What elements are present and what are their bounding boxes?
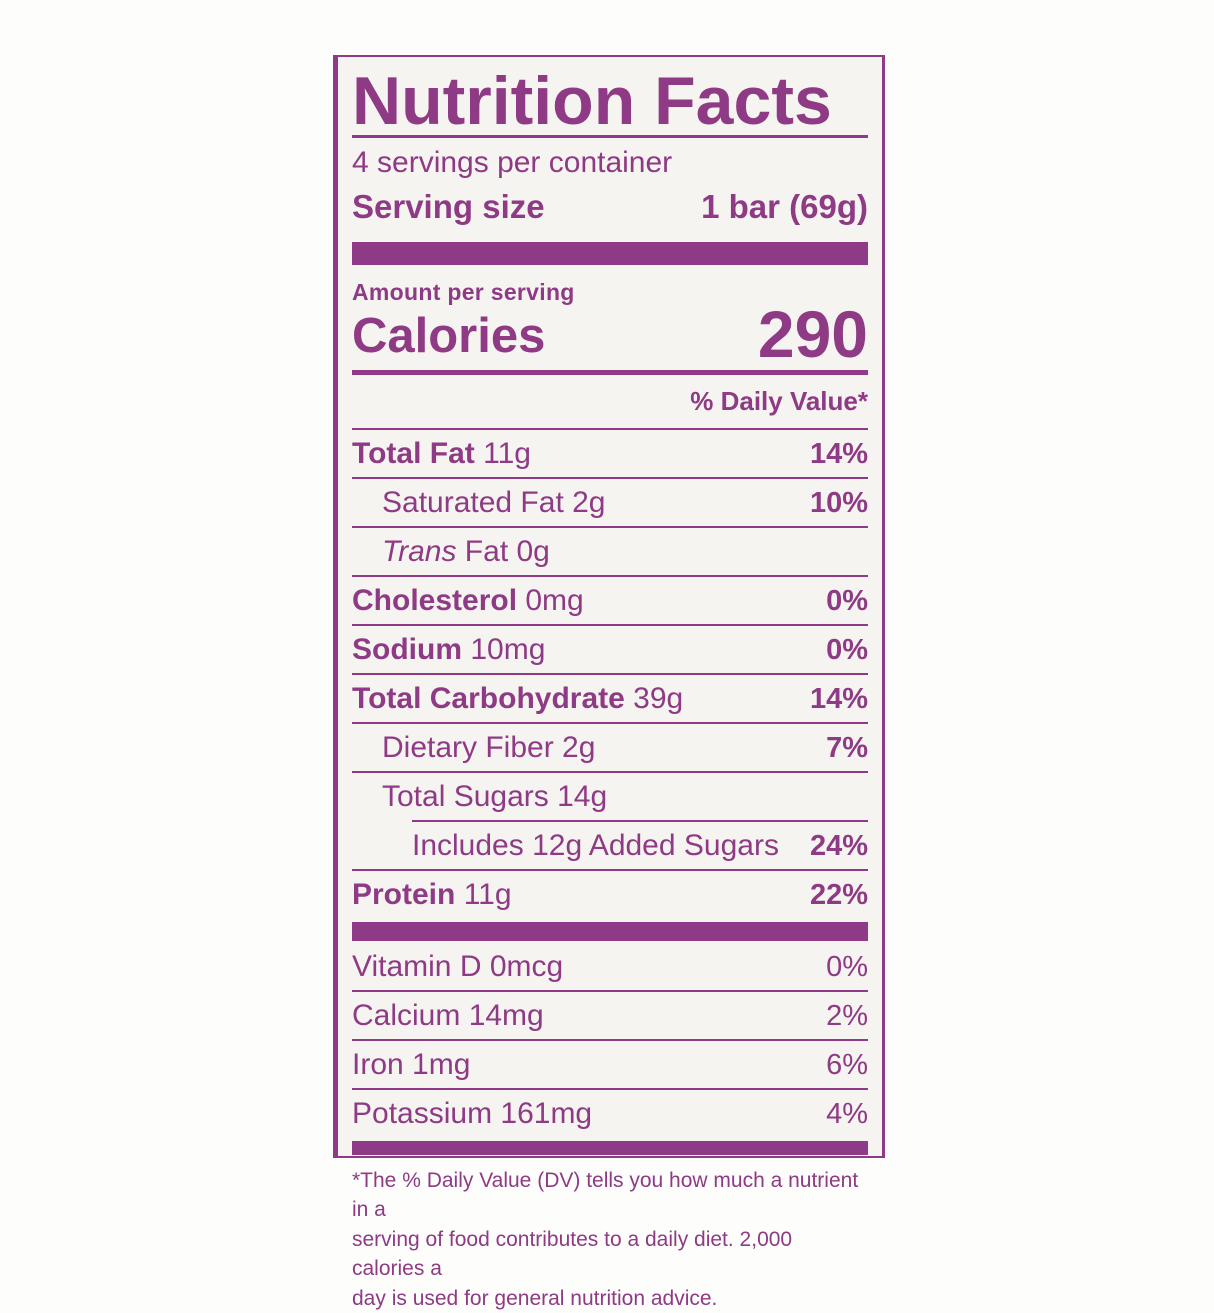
calories-row: Calories 290 [352,297,868,371]
daily-value-header: % Daily Value* [690,386,868,417]
daily-value: 10% [809,487,868,520]
nutrient-row-protein: Protein 11g 22% [352,878,868,912]
divider [352,1039,868,1042]
nutrient-row-vitamin-d: Vitamin D 0mcg 0% [352,950,868,984]
daily-value: 14% [809,683,868,716]
thick-divider-bar [352,242,868,265]
daily-value: 6% [826,1049,868,1082]
calories-value: 290 [757,297,868,371]
daily-value: 0% [826,634,868,667]
divider-indented [412,820,868,823]
daily-value: 4% [826,1098,868,1131]
daily-value: 7% [826,732,868,765]
nutrient-row-cholesterol: Cholesterol 0mg 0% [352,584,868,618]
serving-size-row: Serving size 1 bar (69g) [352,184,868,236]
nutrient-row-total-carbohydrate: Total Carbohydrate 39g 14% [352,682,868,716]
divider [352,526,868,529]
daily-value: 22% [809,879,868,912]
serving-size-label: Serving size [352,188,545,225]
daily-value: 0% [826,951,868,984]
divider [352,428,868,431]
amount-per-serving-label: Amount per serving [352,279,575,305]
nutrition-facts-label: Nutrition Facts 4 servings per container… [333,55,885,1310]
nutrient-row-added-sugars: Includes 12g Added Sugars 24% [412,829,868,863]
serving-size-value: 1 bar (69g) [701,188,868,225]
calories-label: Calories [352,308,546,363]
nutrient-row-potassium: Potassium 161mg 4% [352,1097,868,1131]
divider [352,869,868,872]
divider [352,990,868,993]
daily-value: 0% [826,585,868,618]
divider [352,624,868,627]
nutrient-row-total-fat: Total Fat 11g 14% [352,437,868,471]
daily-value: 2% [826,1000,868,1033]
divider [352,673,868,676]
nutrient-row-saturated-fat: Saturated Fat 2g 10% [382,486,868,520]
divider [352,771,868,774]
divider [352,370,868,376]
divider [352,1088,868,1091]
nutrient-row-dietary-fiber: Dietary Fiber 2g 7% [382,731,868,765]
divider [352,477,868,480]
daily-value: 24% [809,830,868,863]
thick-divider-bar [352,1141,868,1156]
servings-per-container: 4 servings per container [352,146,673,179]
divider [352,135,868,138]
daily-value: 14% [809,438,868,471]
nutrient-row-calcium: Calcium 14mg 2% [352,999,868,1033]
label-title: Nutrition Facts [352,63,832,139]
nutrient-row-iron: Iron 1mg 6% [352,1048,868,1082]
divider [352,575,868,578]
divider [352,722,868,725]
daily-value-footnote: *The % Daily Value (DV) tells you how mu… [352,1169,859,1310]
thick-divider-bar [352,922,868,942]
nutrient-row-sodium: Sodium 10mg 0% [352,633,868,667]
nutrient-row-total-sugars: Total Sugars 14g [382,780,608,814]
nutrient-row-trans-fat: Trans Fat 0g [382,535,550,569]
